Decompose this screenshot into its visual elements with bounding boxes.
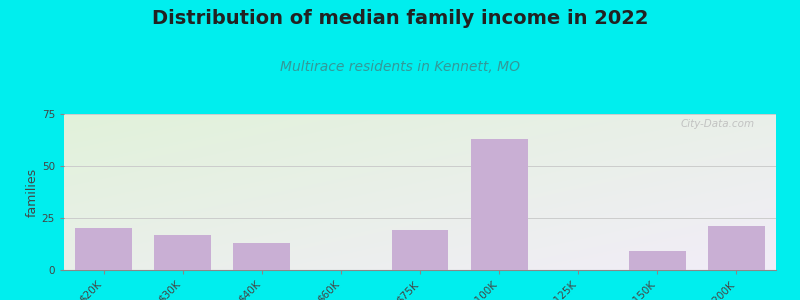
Bar bbox=[629, 251, 686, 270]
Bar bbox=[154, 235, 211, 270]
Text: Distribution of median family income in 2022: Distribution of median family income in … bbox=[152, 9, 648, 28]
Y-axis label: families: families bbox=[26, 167, 39, 217]
Bar bbox=[391, 230, 449, 270]
Text: Multirace residents in Kennett, MO: Multirace residents in Kennett, MO bbox=[280, 60, 520, 74]
Bar bbox=[470, 139, 527, 270]
Bar bbox=[708, 226, 765, 270]
Bar bbox=[75, 228, 132, 270]
Bar bbox=[234, 243, 290, 270]
Text: City-Data.com: City-Data.com bbox=[681, 119, 754, 129]
